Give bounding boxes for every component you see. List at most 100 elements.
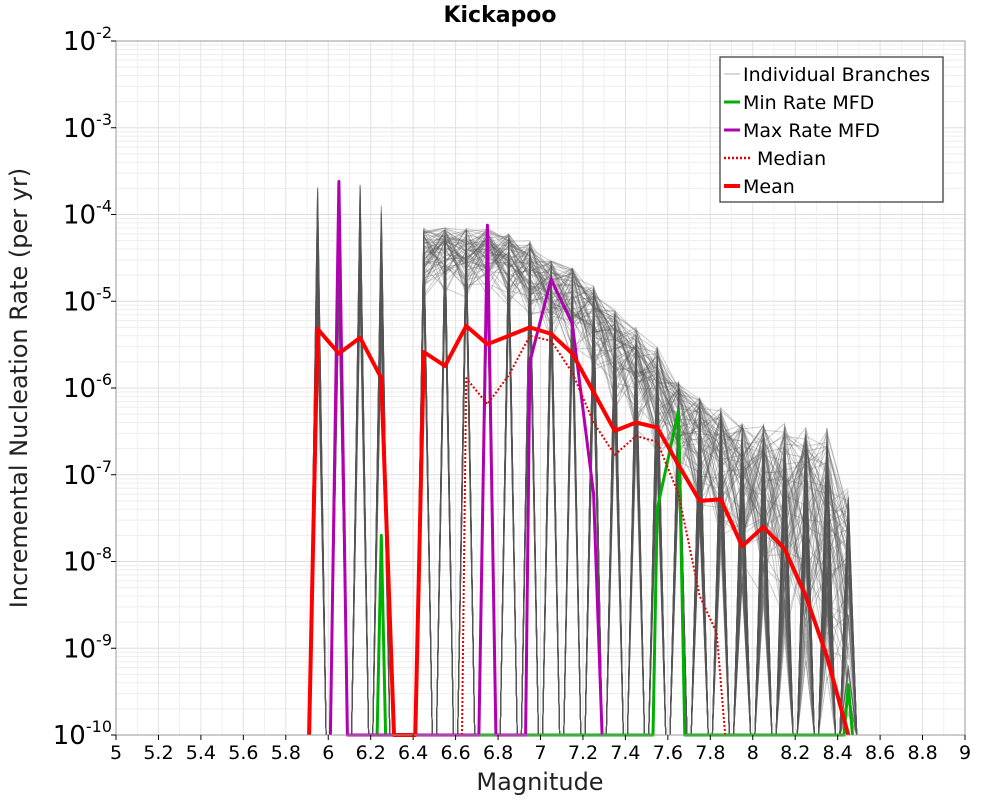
branch-line [423, 239, 849, 628]
x-tick-label: 7 [534, 742, 546, 764]
branch-line [423, 227, 849, 574]
branch-line [423, 235, 849, 541]
branch-line [423, 235, 849, 659]
branch-line [423, 246, 849, 612]
branch-line [423, 238, 849, 529]
branch-line [423, 238, 849, 570]
branch-line [423, 229, 849, 613]
branch-line [423, 228, 849, 627]
branch-line [423, 237, 849, 513]
branch-line [423, 233, 849, 659]
branch-line [423, 236, 849, 537]
branch-line [423, 250, 849, 625]
y-tick-label: 10-3 [63, 110, 112, 144]
x-tick-label: 8.2 [780, 742, 810, 764]
x-tick-label: 5.4 [186, 742, 216, 764]
branch-line [423, 241, 849, 536]
legend-entry: Mean [743, 176, 795, 198]
branch-line [423, 227, 849, 502]
branch-line [423, 231, 849, 594]
branch-line [423, 231, 849, 689]
series-mean [307, 323, 851, 737]
branch-line [423, 229, 849, 682]
x-tick-label: 6.8 [483, 742, 513, 764]
legend-entry: Max Rate MFD [743, 120, 880, 142]
branch-line [423, 239, 849, 695]
y-tick-label: 10-8 [63, 544, 112, 578]
x-tick-label: 5.6 [228, 742, 258, 764]
x-axis-ticks: 5 5.2 5.4 5.6 5.8 6 6.2 6.4 6.6 6.8 7 7.2 7.4 7.6 7.8 8… [110, 735, 971, 764]
branch-line [423, 236, 849, 566]
x-tick-label: 5.8 [271, 742, 301, 764]
legend-entry: Individual Branches [743, 64, 930, 86]
x-tick-label: 8 [747, 742, 759, 764]
branch-line [423, 227, 849, 525]
branch-line [423, 246, 849, 620]
legend-entry: Min Rate MFD [743, 92, 874, 114]
y-tick-label: 10-4 [63, 197, 112, 231]
branch-line [423, 240, 849, 612]
series-median [461, 334, 727, 736]
legend-entry: Median [757, 148, 826, 170]
branch-line [423, 233, 849, 681]
branch-line [423, 230, 849, 610]
branch-line [423, 232, 849, 598]
branch-line [423, 233, 849, 613]
branch-line [423, 229, 849, 646]
branch-line [423, 228, 849, 586]
branch-line [423, 242, 849, 598]
legend: Individual Branches Min Rate MFD Max Rate … [719, 56, 944, 203]
branch-line [423, 236, 849, 683]
branch-line [423, 233, 849, 539]
branch-line [423, 232, 849, 591]
branch-line [423, 228, 849, 584]
branch-line [423, 242, 849, 512]
branch-line [423, 240, 849, 547]
x-tick-label: 7.2 [568, 742, 598, 764]
y-tick-label: 10-2 [63, 23, 112, 57]
branch-line [423, 240, 849, 623]
y-axis-label: Incremental Nucleation Rate (per yr) [5, 168, 33, 608]
grid-lines [115, 41, 966, 736]
y-tick-label: 10-9 [63, 630, 112, 664]
branch-line [423, 244, 849, 590]
branch-line [423, 237, 849, 620]
branch-line [423, 230, 849, 553]
x-tick-label: 8.8 [907, 742, 937, 764]
branch-line [423, 250, 849, 546]
branch-line [423, 240, 849, 559]
y-tick-label: 10-6 [63, 370, 112, 404]
x-tick-label: 7.4 [610, 742, 640, 764]
branch-line [423, 227, 849, 639]
branch-line [423, 234, 849, 627]
x-tick-label: 8.4 [823, 742, 853, 764]
x-tick-label: 6.2 [356, 742, 386, 764]
x-tick-label: 8.6 [865, 742, 895, 764]
branch-line [423, 230, 849, 560]
y-axis-ticks: 10-2 10-3 10-4 10-5 10-6 10-7 10-8 10-9 10-10 [53, 23, 116, 751]
branch-line [423, 229, 849, 549]
x-tick-label: 9 [959, 742, 971, 764]
branch-line [423, 230, 849, 522]
branch-line [423, 235, 849, 542]
branch-line [423, 242, 849, 657]
branch-line [423, 248, 849, 631]
branch-line [423, 231, 849, 540]
legend-box [719, 56, 944, 203]
x-tick-label: 6.4 [398, 742, 428, 764]
branch-line [423, 242, 849, 668]
chart-title: Kickapoo [443, 3, 556, 28]
branch-line [423, 229, 849, 668]
x-tick-label: 7.6 [653, 742, 683, 764]
branch-line [423, 228, 849, 588]
branch-line [423, 229, 849, 618]
branch-line [423, 235, 849, 622]
branch-line [423, 230, 849, 678]
branch-line [423, 228, 849, 571]
branch-line [423, 227, 849, 650]
x-axis-label: Magnitude [476, 768, 603, 796]
y-tick-label: 10-7 [63, 457, 112, 491]
x-tick-label: 6 [322, 742, 334, 764]
branch-line [423, 230, 849, 601]
